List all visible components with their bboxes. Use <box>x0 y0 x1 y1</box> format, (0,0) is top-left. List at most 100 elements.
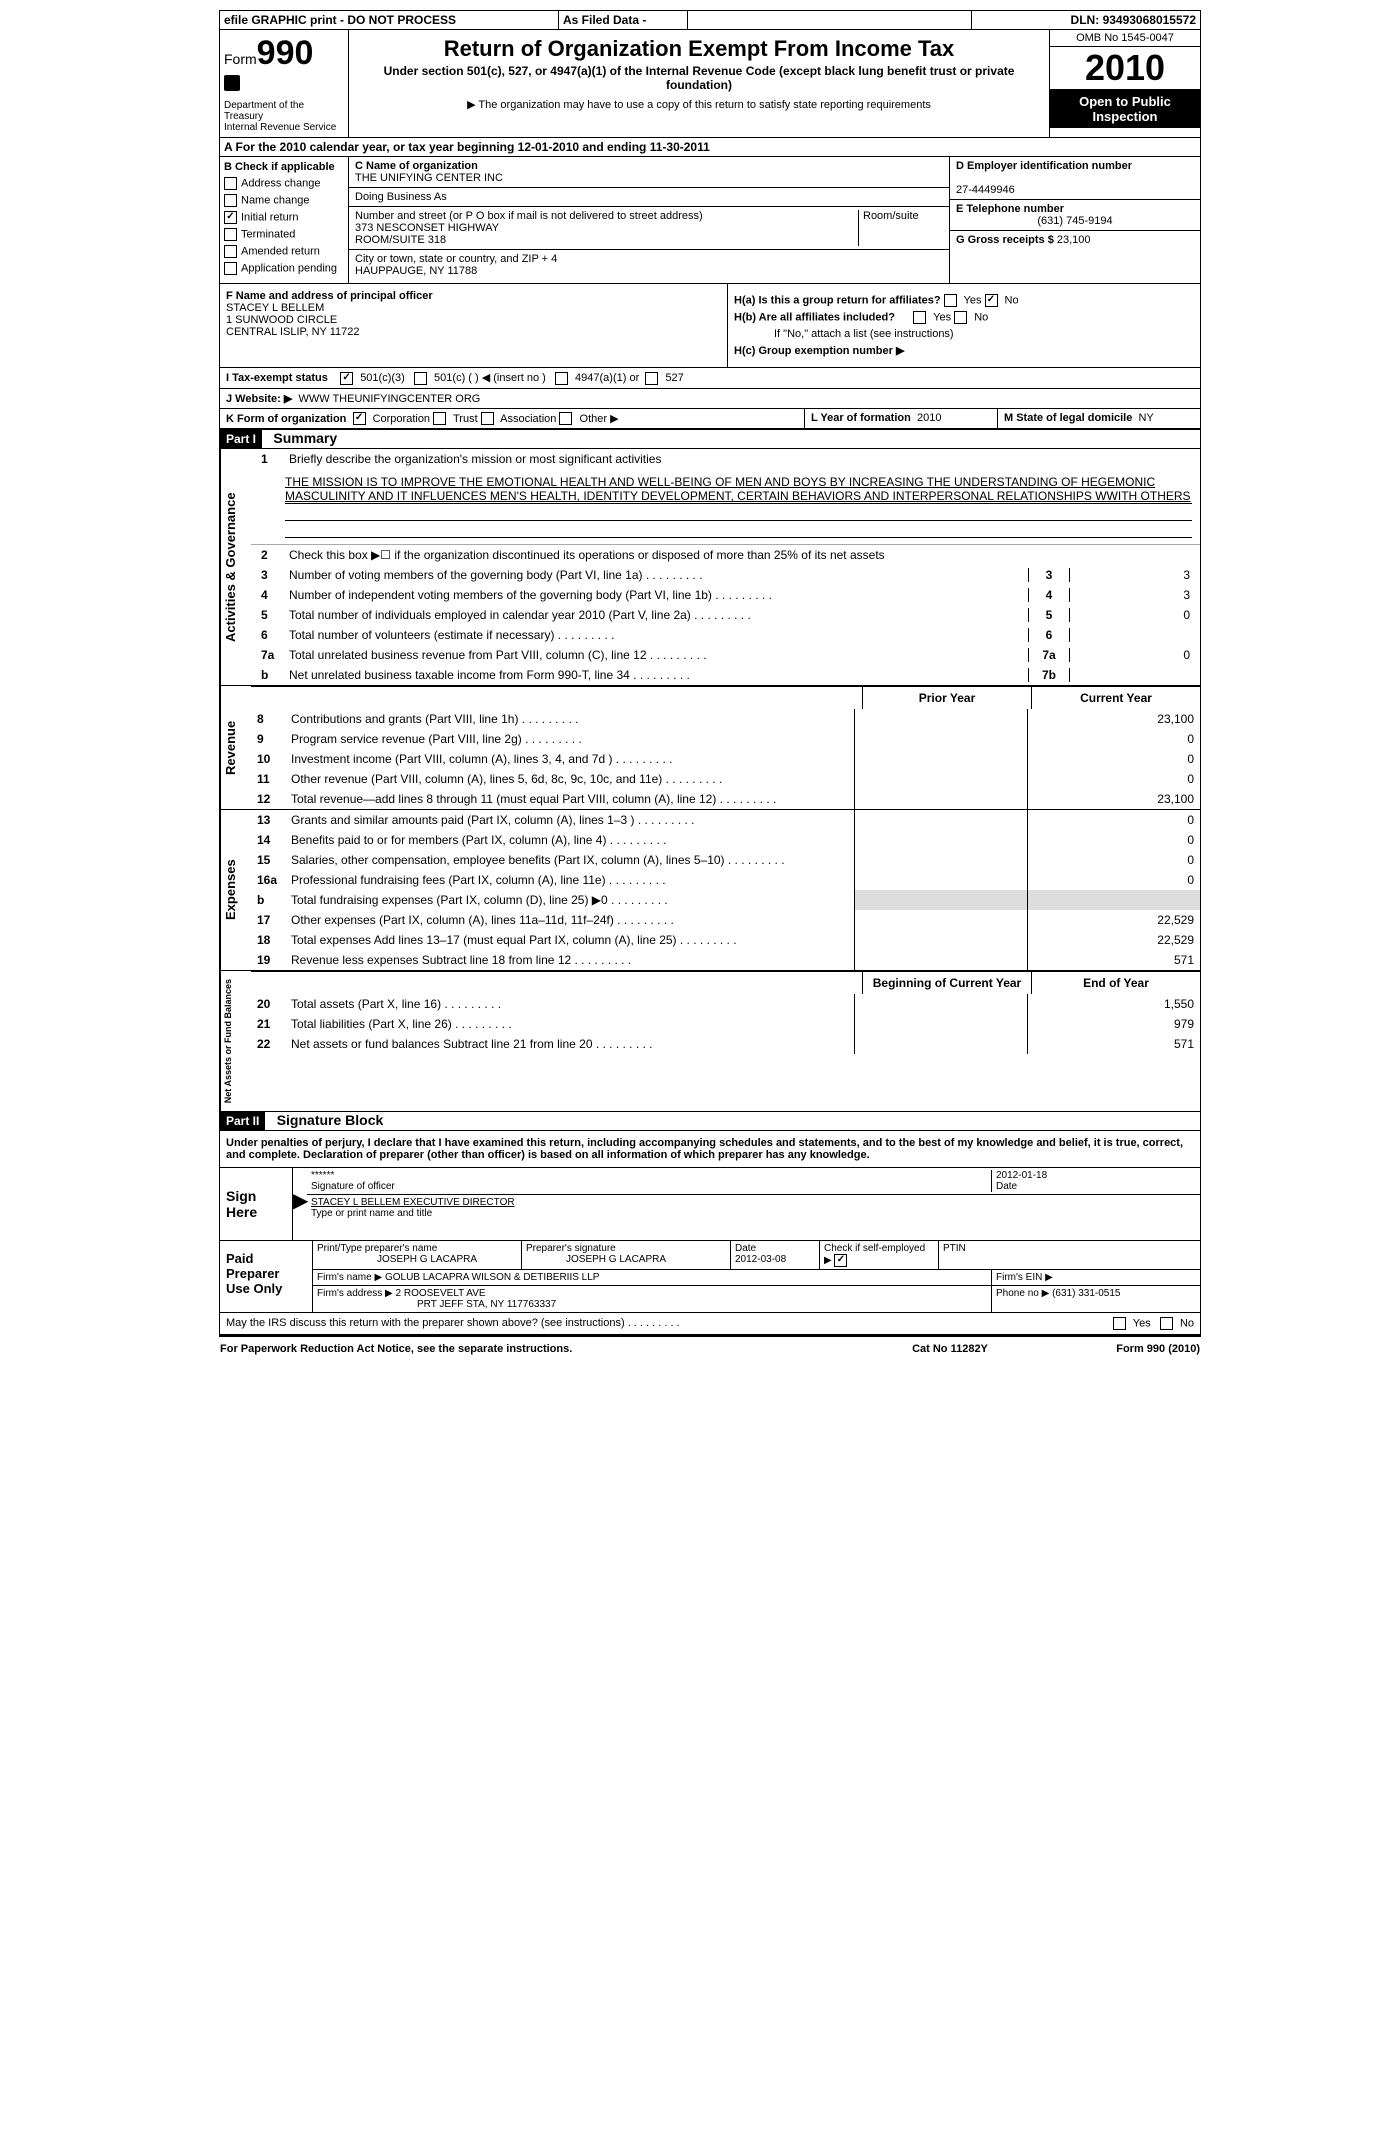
summary-line: 4 Number of independent voting members o… <box>251 585 1200 605</box>
sign-arrow-icon: ▶ <box>293 1168 307 1240</box>
part1-header: Part I Summary <box>220 430 1200 449</box>
phone-value: (631) 745-9194 <box>956 215 1194 227</box>
city-state-zip: HAUPPAUGE, NY 11788 <box>355 265 477 277</box>
gross-receipts-label: G Gross receipts $ <box>956 234 1054 246</box>
expense-line: 14 Benefits paid to or for members (Part… <box>251 830 1200 850</box>
room-suite-label: Room/suite <box>858 210 943 246</box>
org-name-label: C Name of organization <box>355 160 478 172</box>
activities-section: Activities & Governance 1 Briefly descri… <box>220 449 1200 686</box>
end-year-header: End of Year <box>1031 972 1200 994</box>
org-info-section: B Check if applicable Address change Nam… <box>220 157 1200 284</box>
firm-name: GOLUB LACAPRA WILSON & DETIBERIIS LLP <box>385 1272 600 1283</box>
cat-number: Cat No 11282Y <box>850 1343 1050 1355</box>
firm-ein-label: Firm's EIN ▶ <box>996 1272 1053 1283</box>
paid-preparer-label: Paid Preparer Use Only <box>220 1241 313 1312</box>
hb-no-checkbox[interactable] <box>954 311 967 324</box>
preparer-sig: JOSEPH G LACAPRA <box>526 1254 666 1265</box>
hb-line: H(b) Are all affiliates included? Yes No <box>734 311 1194 324</box>
form-footer: Form 990 (2010) <box>1050 1343 1200 1355</box>
firm-phone: (631) 331-0515 <box>1052 1288 1120 1299</box>
dba-label: Doing Business As <box>355 191 447 203</box>
org-name: THE UNIFYING CENTER INC <box>355 172 503 184</box>
officer-address: 1 SUNWOOD CIRCLE <box>226 314 337 326</box>
application-pending-checkbox[interactable] <box>224 262 237 275</box>
summary-line: 6 Total number of volunteers (estimate i… <box>251 625 1200 645</box>
hb-yes-checkbox[interactable] <box>913 311 926 324</box>
net-assets-tab: Net Assets or Fund Balances <box>220 971 251 1111</box>
corporation-checkbox[interactable] <box>353 412 366 425</box>
amended-return-checkbox[interactable] <box>224 245 237 258</box>
revenue-line: 11 Other revenue (Part VIII, column (A),… <box>251 769 1200 789</box>
address-change-checkbox[interactable] <box>224 177 237 190</box>
top-bar: efile GRAPHIC print - DO NOT PROCESS As … <box>220 11 1200 30</box>
org-name-address: C Name of organization THE UNIFYING CENT… <box>349 157 950 283</box>
tax-year: 2010 <box>1050 47 1200 90</box>
firm-addr: 2 ROOSEVELT AVE <box>396 1288 486 1299</box>
name-change-checkbox[interactable] <box>224 194 237 207</box>
ha-line: H(a) Is this a group return for affiliat… <box>734 294 1194 307</box>
ha-no-checkbox[interactable] <box>985 294 998 307</box>
preparer-sig-label: Preparer's signature <box>526 1243 616 1254</box>
form-title: Return of Organization Exempt From Incom… <box>353 36 1045 62</box>
tax-year-range: A For the 2010 calendar year, or tax yea… <box>220 138 1200 157</box>
ha-yes-checkbox[interactable] <box>944 294 957 307</box>
initial-return-checkbox[interactable] <box>224 211 237 224</box>
other-checkbox[interactable] <box>559 412 572 425</box>
prior-year-header: Prior Year <box>862 687 1031 709</box>
summary-line: b Net unrelated business taxable income … <box>251 665 1200 685</box>
signature-redacted: ****** <box>311 1170 334 1181</box>
omb-number: OMB No 1545-0047 <box>1050 30 1200 47</box>
sign-here-label: Sign Here <box>220 1168 293 1240</box>
room-suite: ROOM/SUITE 318 <box>355 234 446 246</box>
preparer-name: JOSEPH G LACAPRA <box>317 1254 477 1265</box>
form-subtitle: Under section 501(c), 527, or 4947(a)(1)… <box>353 64 1045 92</box>
terminated-checkbox[interactable] <box>224 228 237 241</box>
pra-notice: For Paperwork Reduction Act Notice, see … <box>220 1343 850 1355</box>
activities-tab: Activities & Governance <box>220 449 251 685</box>
state-domicile: NY <box>1138 412 1153 424</box>
discuss-no-checkbox[interactable] <box>1160 1317 1173 1330</box>
discuss-question: May the IRS discuss this return with the… <box>226 1317 1113 1330</box>
officer-city: CENTRAL ISLIP, NY 11722 <box>226 326 360 338</box>
paid-preparer-block: Paid Preparer Use Only Print/Type prepar… <box>220 1241 1200 1313</box>
firm-addr-label: Firm's address ▶ <box>317 1288 393 1299</box>
527-checkbox[interactable] <box>645 372 658 385</box>
501c3-checkbox[interactable] <box>340 372 353 385</box>
expense-line: 17 Other expenses (Part IX, column (A), … <box>251 910 1200 930</box>
form-990-page: efile GRAPHIC print - DO NOT PROCESS As … <box>219 10 1201 1337</box>
sig-date-label: Date <box>996 1181 1017 1192</box>
ein-phone-column: D Employer identification number 27-4449… <box>950 157 1200 283</box>
expenses-tab: Expenses <box>220 810 251 970</box>
ein-value: 27-4449946 <box>956 184 1015 196</box>
year-formation: 2010 <box>917 412 941 424</box>
street-label: Number and street (or P O box if mail is… <box>355 210 703 222</box>
dln: DLN: 93493068015572 <box>972 11 1200 29</box>
net-asset-line: 20 Total assets (Part X, line 16) 1,550 <box>251 994 1200 1014</box>
type-print-label: Type or print name and title <box>311 1208 432 1219</box>
part2-header: Part II Signature Block <box>220 1112 1200 1131</box>
efile-notice: efile GRAPHIC print - DO NOT PROCESS <box>220 11 559 29</box>
summary-line: 5 Total number of individuals employed i… <box>251 605 1200 625</box>
hc-line: H(c) Group exemption number ▶ <box>734 344 1194 357</box>
ptin-label: PTIN <box>943 1243 966 1254</box>
net-asset-line: 21 Total liabilities (Part X, line 26) 9… <box>251 1014 1200 1034</box>
discuss-yes-checkbox[interactable] <box>1113 1317 1126 1330</box>
self-employed-checkbox[interactable] <box>834 1254 847 1267</box>
perjury-statement: Under penalties of perjury, I declare th… <box>220 1131 1200 1168</box>
501c-checkbox[interactable] <box>414 372 427 385</box>
officer-name: STACEY L BELLEM <box>226 302 324 314</box>
association-checkbox[interactable] <box>481 412 494 425</box>
4947-checkbox[interactable] <box>555 372 568 385</box>
revenue-line: 10 Investment income (Part VIII, column … <box>251 749 1200 769</box>
trust-checkbox[interactable] <box>433 412 446 425</box>
summary-line: 7a Total unrelated business revenue from… <box>251 645 1200 665</box>
b-label: B Check if applicable <box>224 161 335 173</box>
expense-line: b Total fundraising expenses (Part IX, c… <box>251 890 1200 910</box>
as-filed: As Filed Data - <box>559 11 688 29</box>
form-number: Form990 <box>224 34 344 73</box>
website-url: WWW THEUNIFYINGCENTER ORG <box>298 393 480 405</box>
phone-label: E Telephone number <box>956 203 1064 215</box>
officer-label: F Name and address of principal officer <box>226 290 433 302</box>
begin-year-header: Beginning of Current Year <box>862 972 1031 994</box>
website-row: J Website: ▶ WWW THEUNIFYINGCENTER ORG <box>220 389 1200 409</box>
